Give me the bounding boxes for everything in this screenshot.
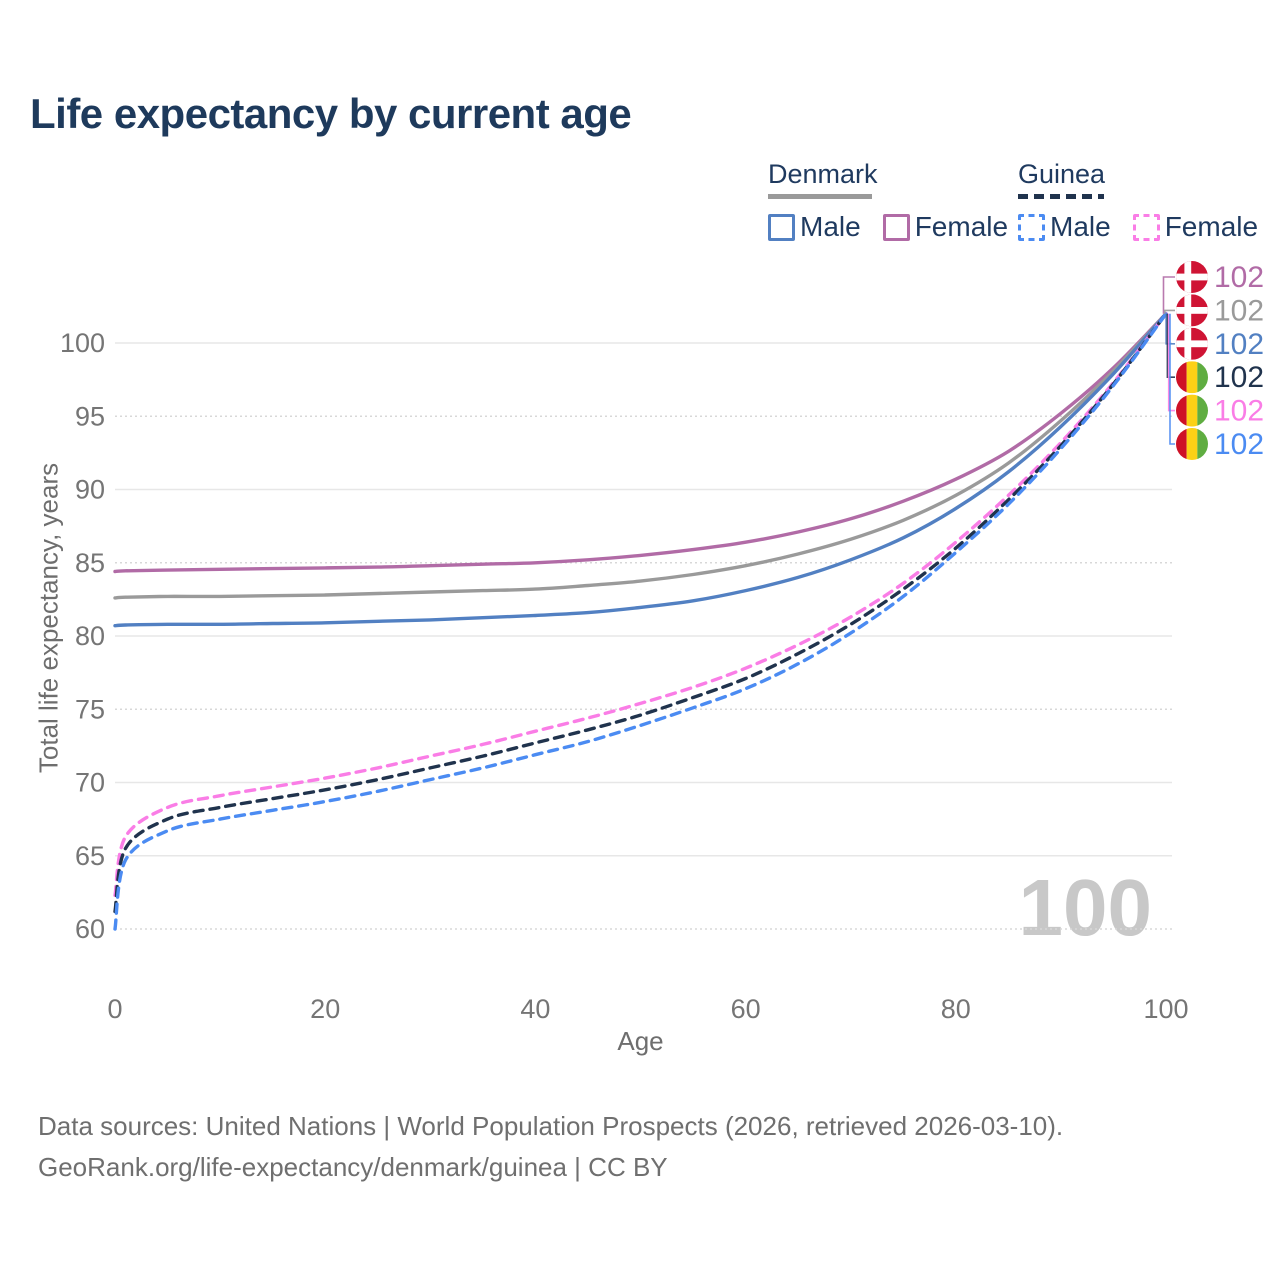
denmark-female-swatch-icon: [882, 213, 910, 241]
series-line-denmark-female: [113, 312, 1168, 574]
y-axis-title: Total life expectancy, years: [33, 462, 64, 774]
attribution-footer: Data sources: United Nations | World Pop…: [38, 1106, 1063, 1188]
legend-label-denmark-male: Male: [800, 211, 861, 242]
x-tick-label-80: 80: [941, 994, 971, 1024]
series-line-denmark-male: [113, 312, 1168, 628]
series-line-guinea-female: [113, 312, 1168, 897]
data-sources-line: Data sources: United Nations | World Pop…: [38, 1111, 1064, 1141]
leader-line-guinea-total: [1166, 313, 1175, 378]
series-line-guinea-total: [113, 312, 1168, 914]
legend-item-denmark-male[interactable]: Male: [768, 211, 861, 243]
guinea-male-swatch-icon: [1018, 213, 1045, 241]
guinea-flag-icon: [1176, 394, 1208, 427]
leader-line-guinea-male: [1169, 313, 1175, 445]
legend-item-guinea-male[interactable]: Male: [1018, 211, 1111, 243]
y-tick-label-85: 85: [75, 548, 105, 578]
leader-line-guinea-female: [1167, 313, 1175, 412]
leader-line-denmark-female: [1162, 276, 1175, 314]
legend-group-denmark: Denmark Male Female: [768, 160, 1030, 243]
denmark-flag-icon: [1176, 327, 1208, 360]
age-counter-watermark: 100: [1018, 863, 1152, 952]
y-tick-label-90: 90: [75, 475, 105, 505]
end-value-label-denmark-male: 102: [1214, 328, 1264, 361]
legend-group-guinea: Guinea Male Female: [1018, 160, 1280, 243]
end-value-label-denmark-total: 102: [1214, 294, 1264, 327]
leader-line-denmark-male: [1165, 313, 1175, 345]
guinea-flag-icon: [1176, 361, 1208, 394]
x-tick-label-20: 20: [310, 994, 340, 1024]
end-value-label-guinea-total: 102: [1214, 361, 1264, 394]
legend-item-guinea-female[interactable]: Female: [1132, 211, 1259, 243]
x-tick-label-0: 0: [107, 994, 122, 1024]
y-tick-label-80: 80: [75, 621, 105, 651]
y-tick-label-75: 75: [75, 694, 105, 724]
guinea-linestyle-swatch: [1018, 194, 1104, 199]
denmark-male-swatch-icon: [768, 213, 795, 241]
x-tick-label-100: 100: [1143, 994, 1188, 1024]
end-value-label-denmark-female: 102: [1214, 261, 1264, 294]
license-line: GeoRank.org/life-expectancy/denmark/guin…: [38, 1152, 668, 1182]
x-tick-label-40: 40: [520, 994, 550, 1024]
y-tick-label-65: 65: [75, 841, 105, 871]
y-tick-label-95: 95: [75, 401, 105, 431]
legend-header-denmark[interactable]: Denmark: [768, 159, 878, 189]
series-line-guinea-male: [113, 312, 1168, 931]
legend-header-guinea[interactable]: Guinea: [1018, 159, 1106, 189]
leader-line-denmark-total: [1164, 309, 1175, 314]
legend-items-denmark: Male Female: [768, 211, 1030, 243]
y-tick-label-100: 100: [60, 328, 105, 358]
end-value-label-guinea-male: 102: [1214, 428, 1264, 461]
end-value-label-guinea-female: 102: [1214, 395, 1264, 428]
legend-items-guinea: Male Female: [1018, 211, 1280, 243]
x-axis-title: Age: [617, 1026, 664, 1056]
series-line-denmark-total: [113, 312, 1168, 600]
guinea-flag-icon: [1176, 428, 1208, 460]
legend-label-guinea-female: Female: [1164, 211, 1259, 242]
y-tick-label-60: 60: [75, 914, 105, 944]
legend-label-denmark-female: Female: [914, 211, 1009, 242]
denmark-linestyle-swatch: [768, 194, 872, 199]
legend-label-guinea-male: Male: [1050, 211, 1111, 242]
x-tick-label-60: 60: [731, 994, 761, 1024]
y-tick-label-70: 70: [75, 768, 105, 798]
guinea-female-swatch-icon: [1132, 213, 1160, 241]
page-title: Life expectancy by current age: [30, 90, 632, 137]
denmark-flag-icon: [1176, 261, 1208, 293]
legend-item-denmark-female[interactable]: Female: [882, 211, 1009, 243]
denmark-flag-icon: [1176, 294, 1208, 327]
